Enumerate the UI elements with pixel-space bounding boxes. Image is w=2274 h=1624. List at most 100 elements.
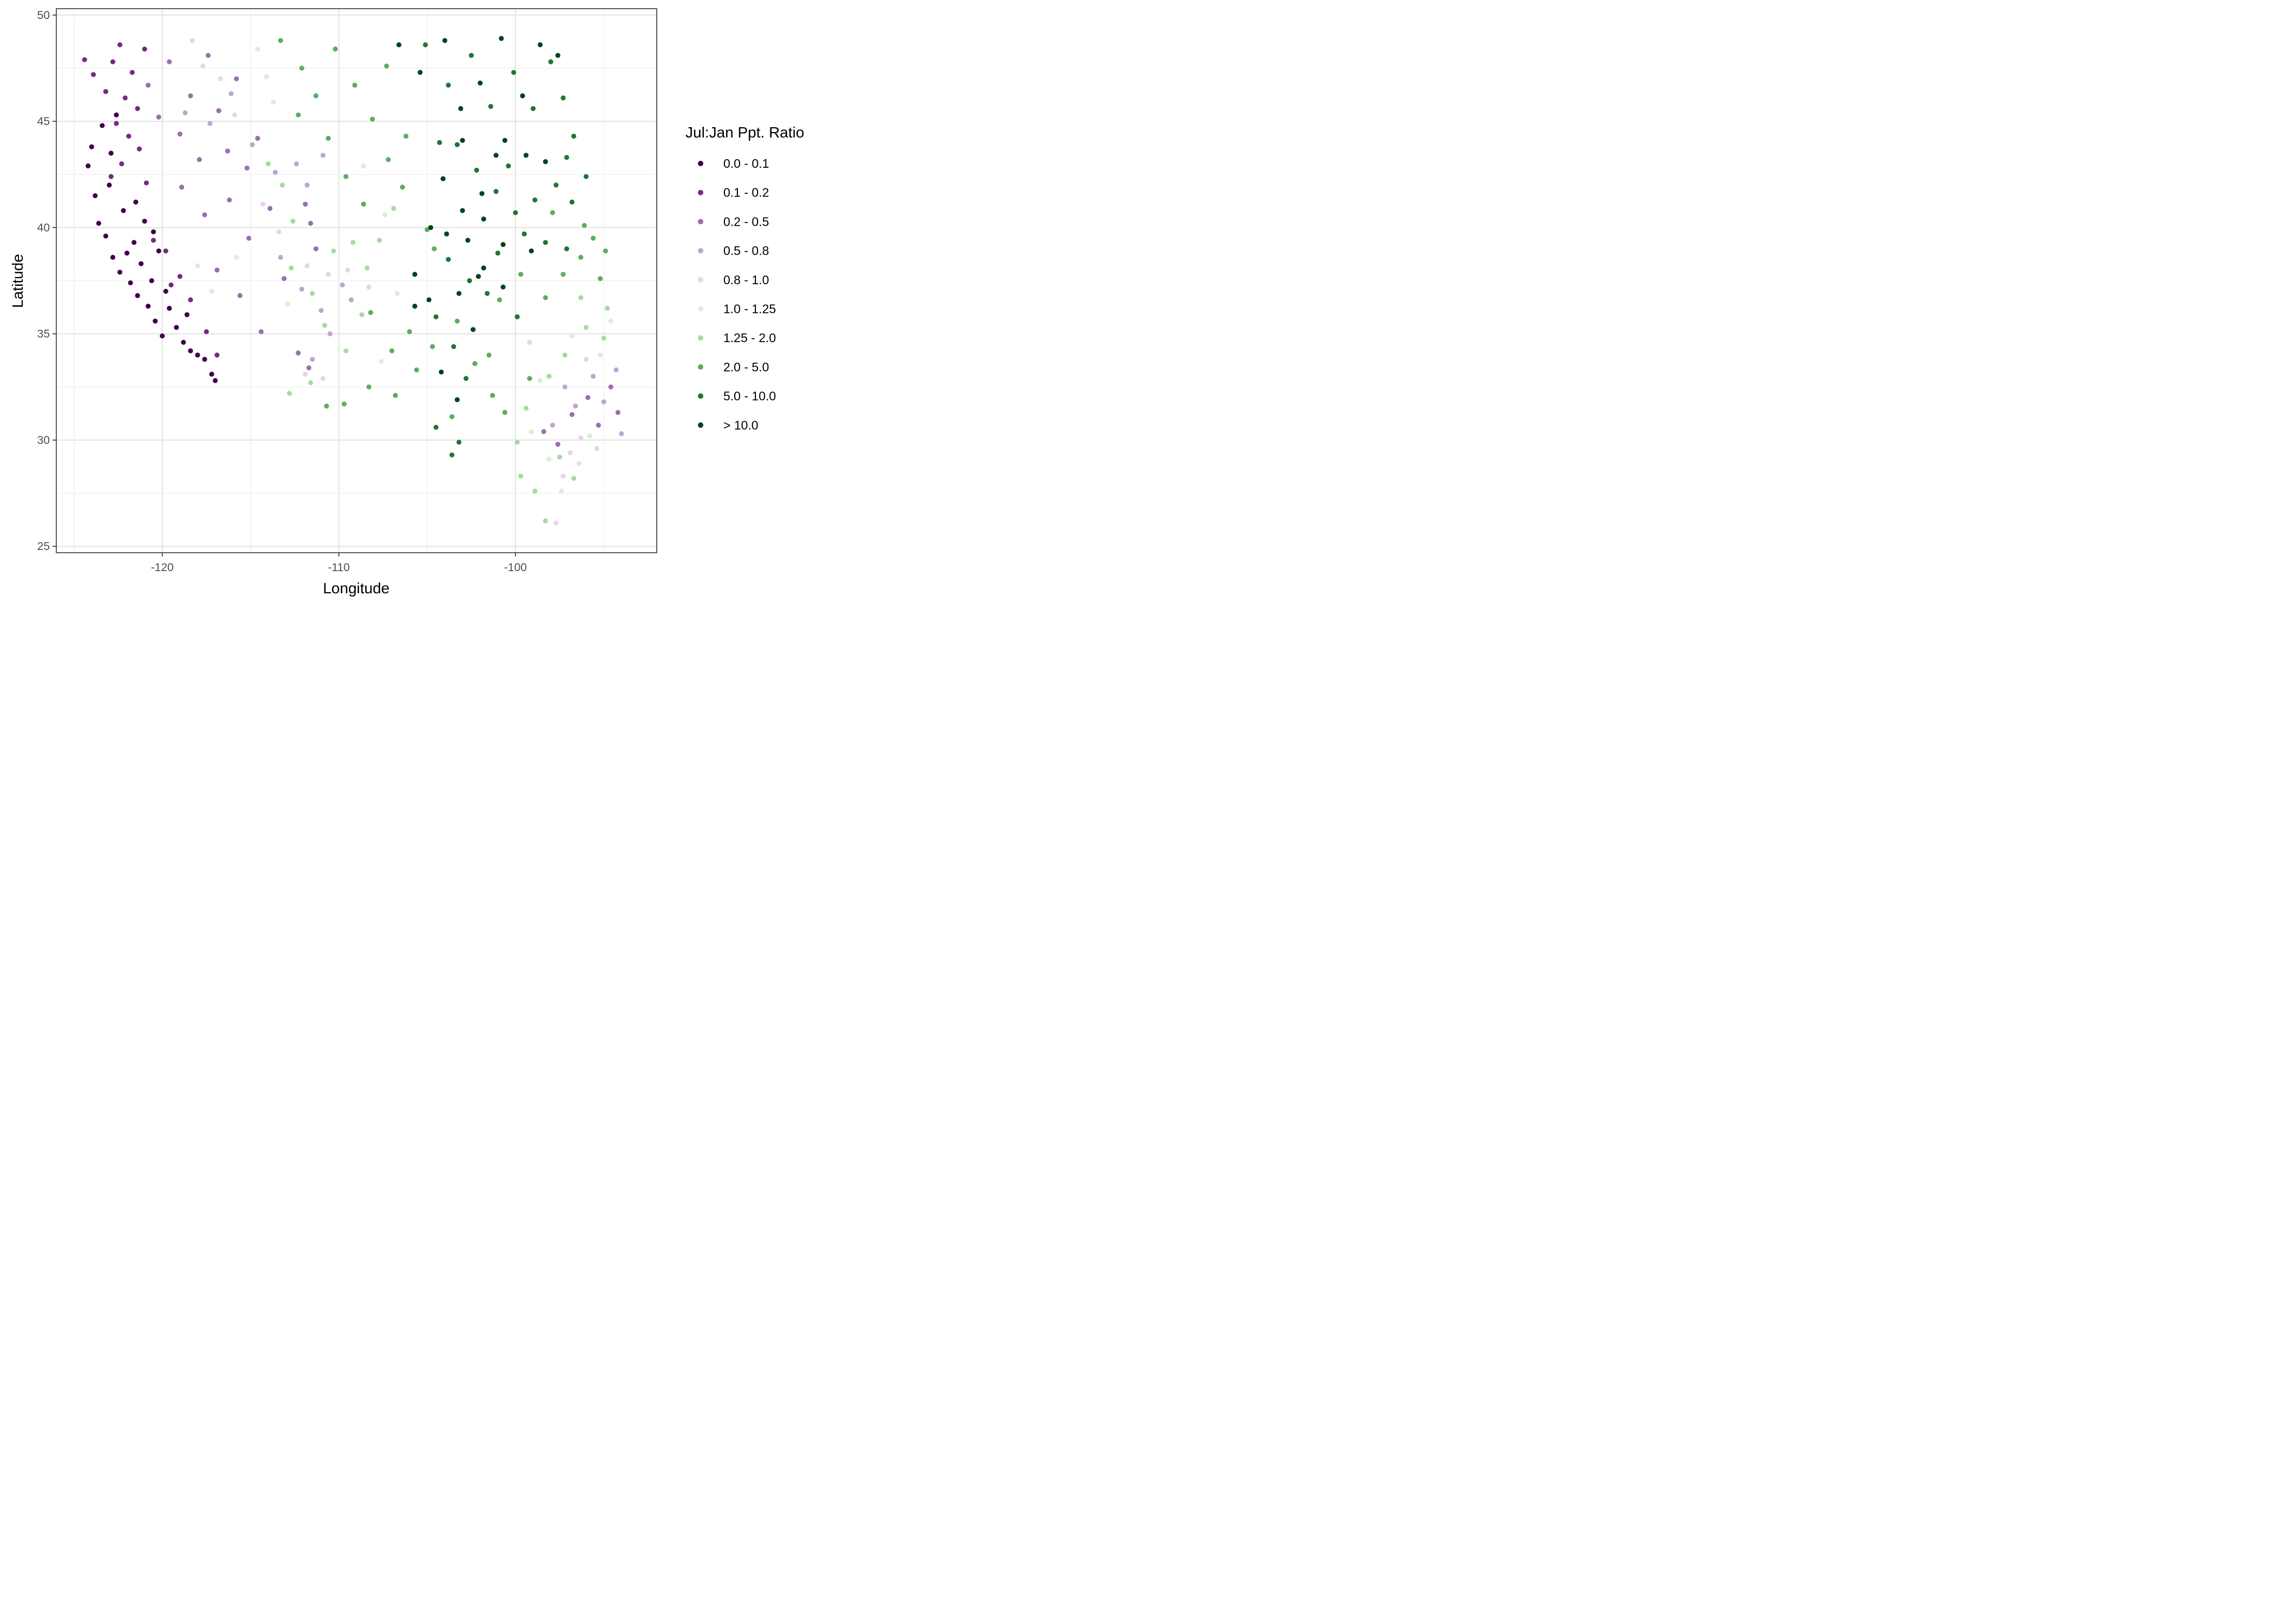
data-point: [181, 339, 186, 345]
data-point: [179, 185, 185, 190]
data-point: [234, 254, 239, 260]
data-point: [456, 440, 462, 445]
data-point: [613, 367, 619, 372]
data-point: [188, 348, 193, 353]
data-point: [449, 414, 455, 420]
data-point: [426, 297, 432, 303]
chart-figure: -120 -110 -100 25 30 35 40 45 50 Longitude Lati…: [0, 0, 840, 600]
data-point: [146, 82, 151, 88]
data-point: [310, 357, 315, 362]
data-point: [514, 440, 520, 445]
data-point: [578, 295, 584, 300]
legend: Jul:Jan Ppt. Ratio 0.0 - 0.1 0.1 - 0.2 0.2…: [685, 124, 804, 432]
y-tick-label: 30: [37, 434, 50, 447]
data-point: [244, 165, 250, 171]
legend-entries: 0.0 - 0.1 0.1 - 0.2 0.2 - 0.5 0.5 - 0.8 0.8 …: [698, 156, 776, 432]
data-point: [202, 357, 207, 362]
legend-key: [698, 161, 703, 166]
data-point: [467, 278, 472, 284]
data-point: [378, 359, 384, 364]
data-point: [122, 95, 128, 101]
data-point: [370, 116, 375, 122]
data-point: [560, 474, 566, 479]
legend-label: > 10.0: [723, 418, 759, 432]
data-point: [117, 270, 123, 275]
data-point: [279, 182, 285, 188]
data-point: [318, 307, 324, 313]
data-point: [168, 282, 174, 287]
data-point: [100, 123, 105, 128]
data-point: [324, 403, 329, 409]
data-point: [204, 329, 209, 335]
data-point: [511, 70, 517, 75]
data-point: [124, 250, 130, 256]
data-point: [339, 282, 345, 287]
data-point: [562, 352, 567, 358]
data-point: [550, 210, 556, 215]
data-point: [479, 191, 485, 197]
data-point: [163, 248, 168, 254]
data-point: [603, 248, 609, 254]
legend-key: [698, 277, 703, 283]
data-point: [216, 108, 221, 114]
data-point: [212, 378, 218, 383]
data-point: [167, 305, 172, 311]
data-point: [136, 146, 142, 152]
data-point: [463, 376, 469, 381]
data-point: [282, 276, 287, 281]
data-point: [396, 42, 402, 48]
data-point: [527, 339, 532, 345]
data-point: [444, 231, 449, 237]
data-point: [255, 135, 260, 141]
data-point: [458, 106, 463, 112]
data-point: [82, 57, 87, 62]
x-axis: -120 -110 -100: [151, 553, 527, 574]
y-tick-label: 50: [37, 9, 50, 22]
data-point: [598, 276, 603, 281]
data-point: [583, 357, 589, 362]
data-point: [142, 218, 147, 224]
data-point: [460, 208, 465, 213]
data-point: [299, 66, 304, 71]
grid-major: [56, 9, 657, 553]
data-point: [497, 297, 502, 303]
data-point: [546, 456, 552, 462]
data-point: [304, 182, 310, 188]
legend-label: 5.0 - 10.0: [723, 389, 776, 403]
data-point: [214, 352, 220, 358]
data-point: [121, 208, 126, 213]
legend-key: [698, 335, 703, 341]
data-point: [214, 267, 220, 273]
data-point: [518, 272, 524, 277]
data-point: [117, 42, 123, 48]
data-point: [557, 454, 563, 460]
data-point: [493, 189, 499, 194]
data-point: [394, 291, 400, 296]
data-point: [325, 272, 331, 277]
data-point: [278, 38, 283, 43]
data-point: [366, 384, 371, 390]
data-point: [598, 352, 603, 358]
legend-key: [698, 422, 703, 428]
data-point: [342, 401, 347, 407]
data-point: [481, 265, 486, 271]
data-point: [403, 133, 409, 139]
data-point: [490, 392, 495, 398]
data-point: [264, 74, 269, 80]
legend-label: 1.0 - 1.25: [723, 302, 776, 316]
data-point: [361, 201, 367, 207]
data-point: [578, 254, 584, 260]
data-point: [86, 163, 91, 169]
data-point: [352, 82, 357, 88]
data-point: [520, 93, 525, 99]
data-point: [188, 297, 193, 303]
data-point: [578, 435, 584, 441]
data-point: [546, 374, 552, 379]
data-point: [384, 63, 389, 69]
data-point: [156, 248, 161, 254]
data-point: [153, 318, 158, 324]
data-point: [583, 174, 589, 179]
data-point: [550, 422, 556, 428]
data-point: [581, 222, 587, 228]
data-point: [569, 199, 575, 205]
